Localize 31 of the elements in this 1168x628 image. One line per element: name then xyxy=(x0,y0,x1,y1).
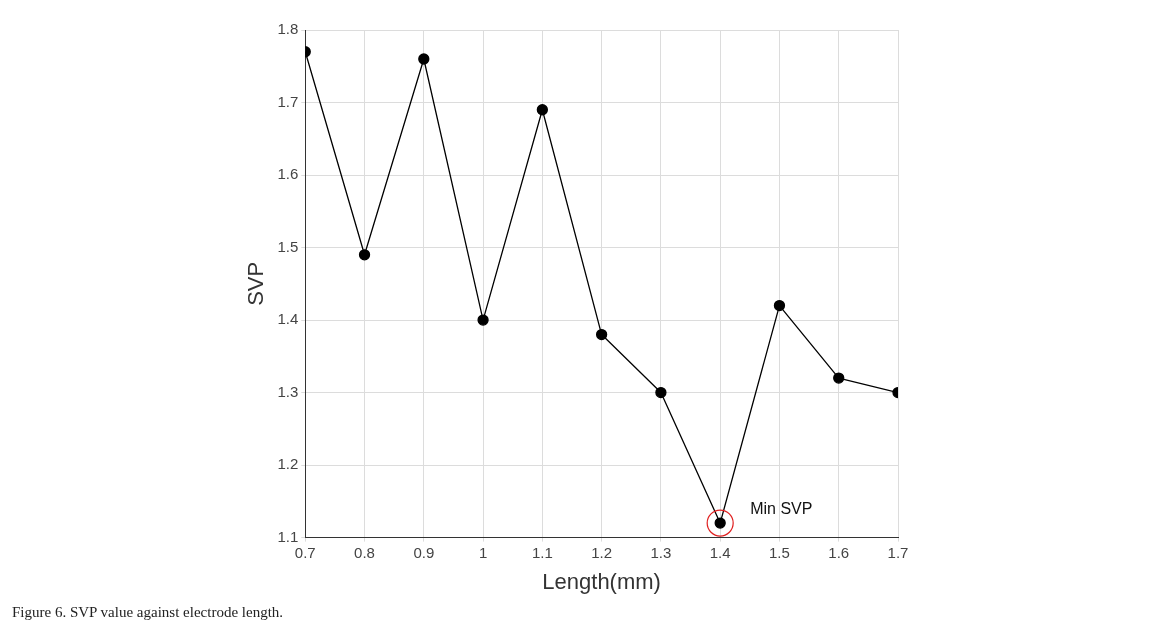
point xyxy=(418,53,430,65)
y-tick-label: 1.6 xyxy=(277,165,299,183)
y-tick-label: 1.2 xyxy=(277,455,299,473)
x-tick-label: 1.6 xyxy=(828,543,850,561)
x-tick-label: 1.7 xyxy=(887,543,909,561)
point xyxy=(358,249,371,261)
x-axis-title: Length(mm) xyxy=(542,568,661,594)
x-tick-label: 0.7 xyxy=(294,543,316,561)
x-tick-label: 1.5 xyxy=(769,543,790,561)
x-tick-label: 1.2 xyxy=(591,543,613,561)
y-tick-label: 1.5 xyxy=(277,237,299,255)
x-tick-label: 1.1 xyxy=(531,543,553,561)
x-tick-label: 1 xyxy=(478,543,488,561)
point xyxy=(773,299,786,312)
x-tick-label: 0.8 xyxy=(354,543,375,561)
annotation: Min SVP xyxy=(750,499,813,517)
caption: Figure 6. SVP value against electrode length. xyxy=(12,604,284,621)
y-tick-label: 1.7 xyxy=(277,92,299,110)
y-axis-title: SVP xyxy=(243,261,269,306)
x-tick-label: 1.4 xyxy=(709,543,731,561)
x-tick-label: 0.9 xyxy=(413,543,435,561)
y-tick-label: 1.8 xyxy=(277,20,299,38)
point xyxy=(595,328,608,341)
point xyxy=(655,386,667,399)
x-tick-label: 1.3 xyxy=(650,543,672,561)
point xyxy=(536,104,548,116)
y-tick-label: 1.4 xyxy=(277,310,299,328)
point xyxy=(833,372,845,384)
point xyxy=(477,314,489,326)
y-tick-label: 1.1 xyxy=(277,527,299,545)
y-tick-label: 1.3 xyxy=(277,382,299,400)
